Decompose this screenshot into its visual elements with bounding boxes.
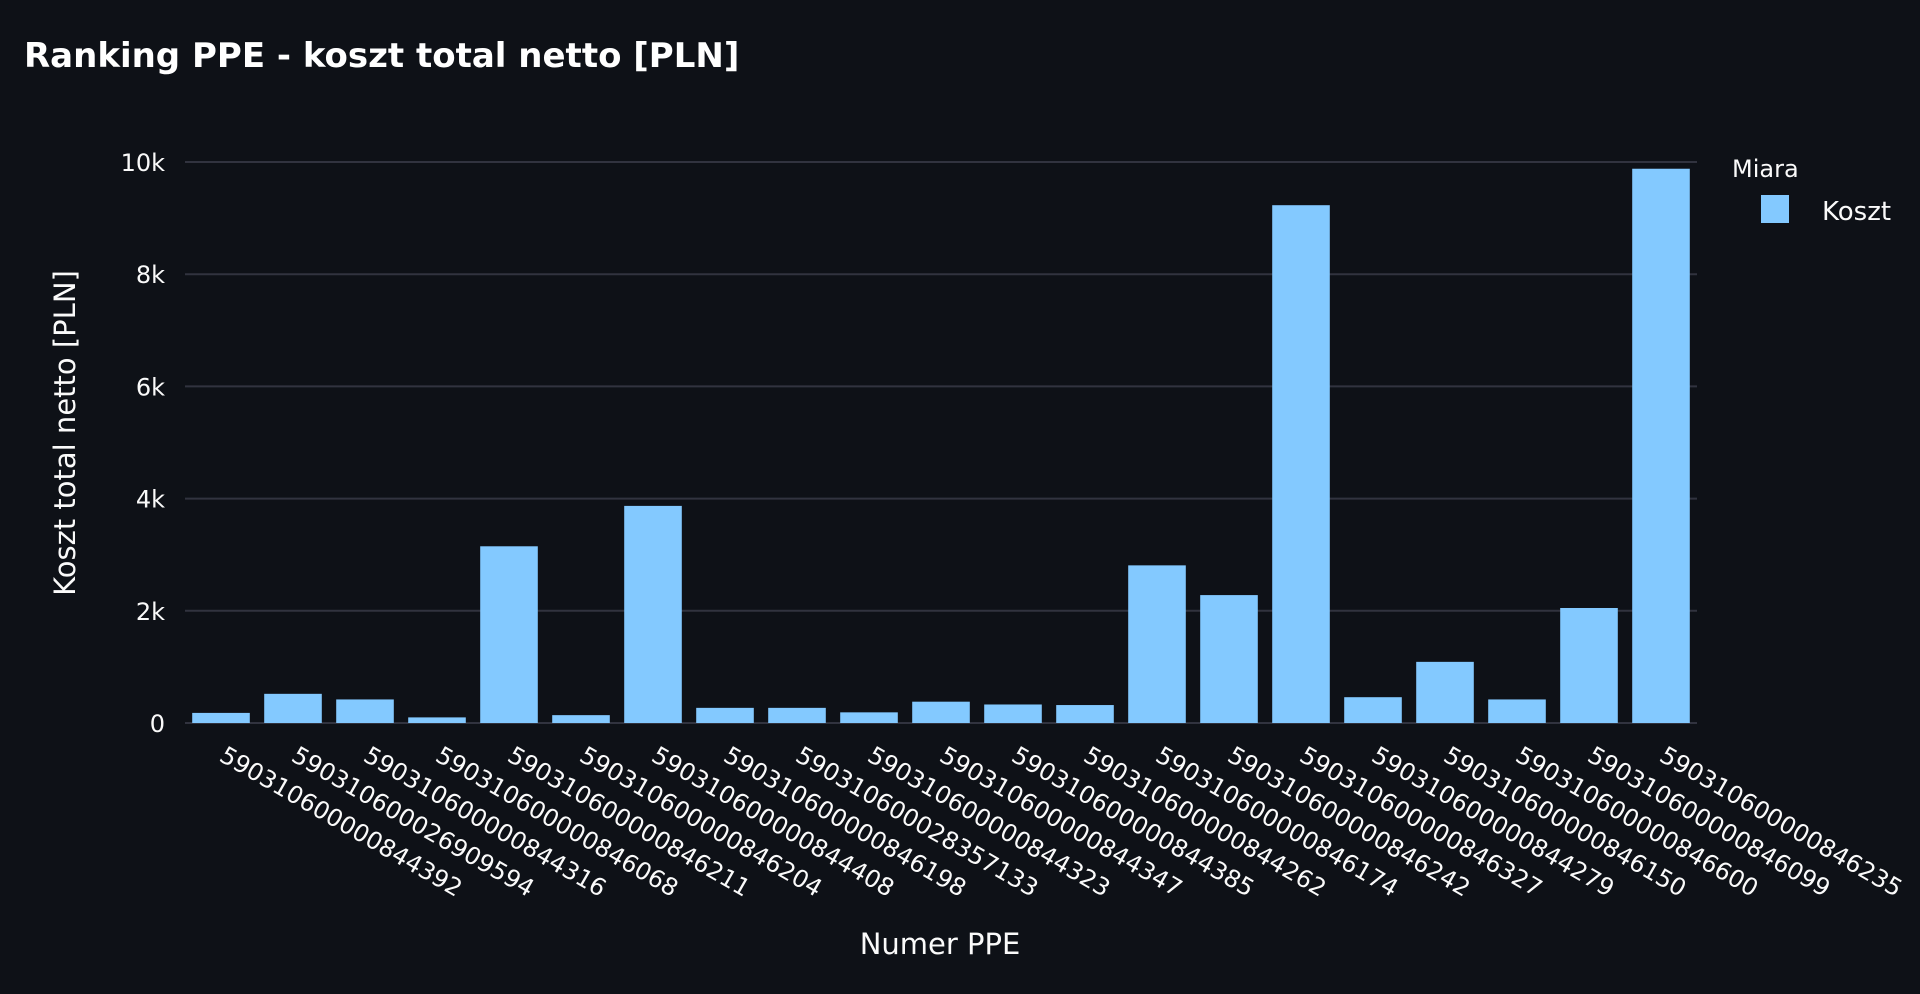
y-tick-label-1: 2k	[136, 598, 165, 626]
bar-590310600000844385[interactable]	[984, 704, 1042, 723]
bar-590310600000846068[interactable]	[408, 717, 466, 723]
bar-590310600026909594[interactable]	[264, 693, 322, 723]
legend-title: Miara	[1732, 155, 1799, 183]
bar-590310600028357133[interactable]	[768, 707, 826, 723]
bar-590310600000844316[interactable]	[336, 699, 394, 723]
bar-590310600000846099[interactable]	[1560, 607, 1618, 723]
bar-590310600000844392[interactable]	[192, 712, 250, 723]
bar-590310600000846327[interactable]	[1272, 205, 1330, 723]
bar-590310600000844408[interactable]	[624, 505, 682, 723]
bar-590310600000846211[interactable]	[480, 546, 538, 723]
legend[interactable]: Miara Koszt	[1732, 155, 1891, 227]
chart-title: Ranking PPE - koszt total netto [PLN]	[24, 36, 739, 76]
y-tick-label-0: 0	[150, 710, 165, 738]
bar-590310600000846235[interactable]	[1632, 168, 1690, 723]
bar-590310600000846150[interactable]	[1416, 661, 1474, 723]
bar-590310600000846600[interactable]	[1488, 699, 1546, 723]
bar-590310600000844323[interactable]	[840, 712, 898, 723]
x-tick-layer: 5903106000008443925903106000269095945903…	[215, 741, 1907, 903]
bar-590310600000846174[interactable]	[1128, 565, 1186, 723]
bar-590310600000846204[interactable]	[552, 715, 610, 723]
bar-590310600000846242[interactable]	[1200, 595, 1258, 723]
bar-590310600000846198[interactable]	[696, 707, 754, 723]
y-tick-label-5: 10k	[121, 149, 166, 177]
y-axis-title: Koszt total netto [PLN]	[48, 270, 82, 596]
y-tick-label-3: 6k	[136, 373, 165, 401]
y-tick-layer: 0 2k 4k 6k 8k 10k	[121, 149, 166, 738]
y-tick-label-2: 4k	[136, 486, 165, 514]
legend-swatch-koszt	[1761, 195, 1789, 223]
bar-590310600000844347[interactable]	[912, 701, 970, 723]
bar-layer	[192, 168, 1690, 723]
y-tick-label-4: 8k	[136, 261, 165, 289]
bar-590310600000844262[interactable]	[1056, 705, 1114, 723]
grid-layer	[185, 161, 1697, 724]
bar-590310600000844279[interactable]	[1344, 697, 1402, 723]
legend-label-koszt: Koszt	[1822, 197, 1891, 227]
x-axis-title: Numer PPE	[860, 927, 1021, 961]
